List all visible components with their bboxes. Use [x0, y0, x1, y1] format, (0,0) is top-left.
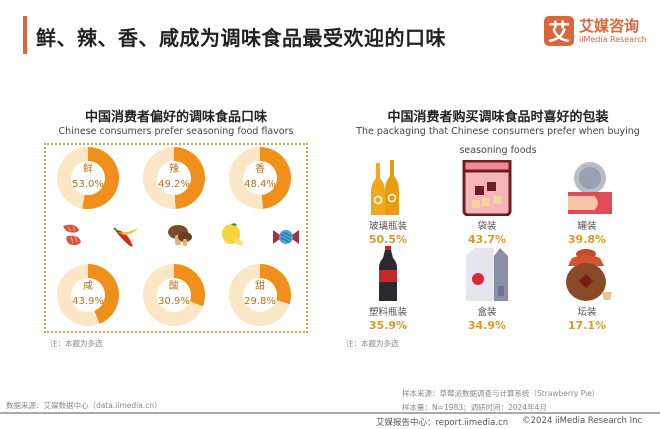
flavor-donut: 甜 29.8%: [229, 264, 291, 326]
donut-hole: [243, 161, 277, 195]
flavor-name: 咸: [83, 281, 93, 292]
candy-icon: [273, 230, 299, 244]
donut-hole: [157, 278, 191, 312]
flavor-donut: 鲜 53.0%: [57, 147, 119, 209]
carton-icon: [466, 248, 508, 301]
donut-hole: [71, 278, 105, 312]
footer-divider: [0, 412, 660, 414]
donut-hole: [243, 278, 277, 312]
lemon-icon: [222, 223, 243, 246]
package-item-glass-bottle: 玻璃瓶装 50.5%: [343, 160, 433, 247]
package-item-can: 罐装 39.8%: [542, 160, 632, 247]
package-item-bag: 袋装 43.7%: [442, 159, 532, 247]
package-item-plastic-bottle: 塑料瓶装 35.9%: [343, 246, 433, 333]
flavor-value: 48.4%: [244, 179, 276, 190]
logo-en-text: iiMedia Research: [579, 35, 647, 44]
package-value: 17.1%: [567, 319, 607, 332]
sample-size: 样本量：N=1983；调研时间：2024年4月: [402, 403, 547, 412]
donut-label: 咸 43.9%: [57, 279, 119, 309]
flavor-chart-subtitle: Chinese consumers prefer seasoning food …: [58, 126, 294, 137]
page-title: 鲜、辣、香、咸成为调味食品最受欢迎的口味: [36, 26, 446, 50]
donut-label: 鲜 53.0%: [57, 162, 119, 192]
flavor-chart-note: 注：本题为多选: [50, 339, 103, 348]
package-value: 35.9%: [368, 319, 408, 332]
title-accent-bar: [23, 16, 27, 54]
package-name: 坛装: [577, 307, 597, 318]
donut-hole: [71, 161, 105, 195]
flavor-name: 辣: [169, 164, 179, 175]
packaging-chart-subtitle-2: seasoning foods: [459, 145, 537, 156]
donut-label: 辣 49.2%: [143, 162, 205, 192]
flavor-name: 酸: [169, 281, 179, 292]
can-icon: [568, 162, 612, 214]
jar-icon: [566, 249, 612, 301]
package-name: 玻璃瓶装: [368, 221, 407, 232]
package-name: 袋装: [477, 221, 497, 232]
logo-mark-icon: 艾: [544, 16, 574, 46]
flavor-name: 香: [255, 164, 265, 175]
package-value: 50.5%: [368, 233, 408, 246]
packaging-chart-subtitle-1: The packaging that Chinese consumers pre…: [356, 126, 640, 137]
donut-label: 香 48.4%: [229, 162, 291, 192]
donut-label: 酸 30.9%: [143, 279, 205, 309]
imedia-logo: 艾 艾媒咨询 iiMedia Research: [544, 16, 647, 46]
package-value: 43.7%: [467, 233, 507, 246]
flavor-chart-title: 中国消费者偏好的调味食品口味: [84, 110, 267, 125]
donut-hole: [157, 161, 191, 195]
flavor-value: 53.0%: [72, 179, 104, 190]
packaging-chart-title: 中国消费者购买调味食品时喜好的包装: [387, 110, 609, 125]
package-value: 34.9%: [467, 319, 507, 332]
flavor-value: 30.9%: [158, 296, 190, 307]
chili-icon: [113, 227, 138, 247]
plastic-bottle-icon: [379, 246, 397, 301]
flavor-value: 43.9%: [72, 296, 104, 307]
package-name: 罐装: [577, 221, 597, 232]
flavor-donut: 辣 49.2%: [143, 147, 205, 209]
shrimp-icon: [63, 224, 81, 246]
flavor-donut: 咸 43.9%: [57, 264, 119, 326]
flavor-name: 甜: [255, 281, 265, 292]
glass-bottle-icon: [371, 160, 399, 215]
flavor-name: 鲜: [83, 164, 93, 175]
sample-source: 样本来源：草莓派数据调查与计算系统（Strawberry Pie）: [402, 389, 600, 398]
package-name: 盒装: [477, 307, 497, 318]
package-name: 塑料瓶装: [368, 307, 407, 318]
logo-cn-text: 艾媒咨询: [579, 17, 640, 35]
package-value: 39.8%: [567, 233, 607, 246]
bag-icon: [462, 159, 512, 217]
data-source: 数据来源：艾媒数据中心（data.iimedia.cn）: [6, 401, 162, 410]
report-site-link[interactable]: 艾媒报告中心：report.iimedia.cn: [376, 418, 509, 428]
flavor-value: 29.8%: [244, 296, 276, 307]
copyright: ©2024 iiMedia Research Inc: [522, 416, 643, 426]
mushroom-icon: [168, 225, 192, 246]
package-item-carton: 盒装 34.9%: [442, 246, 532, 333]
footer-bar: 艾媒报告中心：report.iimedia.cn ©2024 iiMedia R…: [376, 416, 642, 428]
package-item-jar: 坛装 17.1%: [542, 246, 632, 333]
flavor-donut: 香 48.4%: [229, 147, 291, 209]
packaging-chart-note: 注：本题为多选: [346, 339, 399, 348]
donut-label: 甜 29.8%: [229, 279, 291, 309]
flavor-chart-frame: [44, 143, 308, 333]
flavor-donut: 酸 30.9%: [143, 264, 205, 326]
flavor-value: 49.2%: [158, 179, 190, 190]
